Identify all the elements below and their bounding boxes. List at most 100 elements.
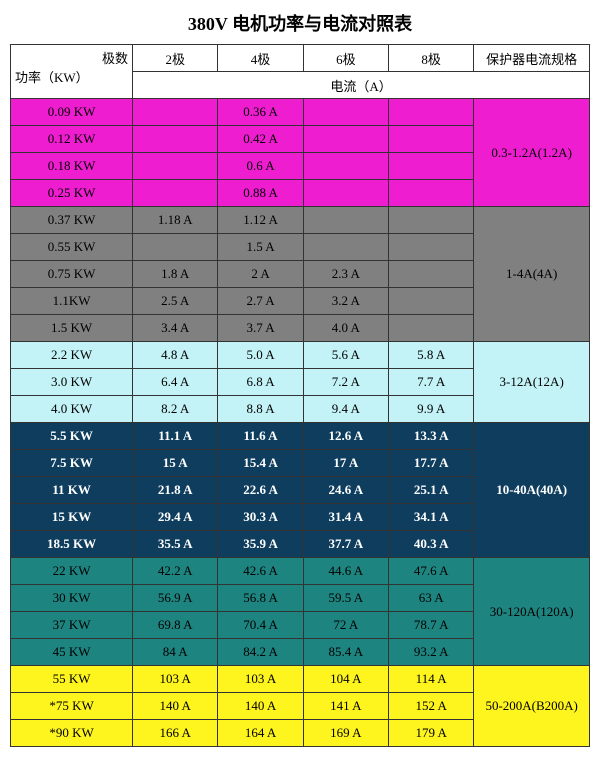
table-cell: *90 KW xyxy=(11,720,133,747)
table-cell: 84 A xyxy=(133,639,218,666)
table-cell: 34.1 A xyxy=(389,504,474,531)
table-cell: 17.7 A xyxy=(389,450,474,477)
spec-cell: 3-12A(12A) xyxy=(474,342,590,423)
spec-cell: 0.3-1.2A(1.2A) xyxy=(474,99,590,207)
table-row: 22 KW42.2 A42.6 A44.6 A47.6 A30-120A(120… xyxy=(11,558,590,585)
table-cell: 1.8 A xyxy=(133,261,218,288)
table-cell: 4.0 KW xyxy=(11,396,133,423)
motor-current-table: 极数 功率（KW） 2极 4极 6极 8极 保护器电流规格 电流（A） 0.09… xyxy=(10,44,590,747)
table-cell: 8.8 A xyxy=(218,396,303,423)
table-cell: 3.2 A xyxy=(303,288,388,315)
table-cell xyxy=(303,234,388,261)
table-cell: 1.12 A xyxy=(218,207,303,234)
table-cell: 70.4 A xyxy=(218,612,303,639)
table-cell: 140 A xyxy=(218,693,303,720)
table-cell xyxy=(389,315,474,342)
table-cell: 2.5 A xyxy=(133,288,218,315)
header-4pole: 4极 xyxy=(218,45,303,72)
table-cell: 24.6 A xyxy=(303,477,388,504)
table-cell: 5.5 KW xyxy=(11,423,133,450)
table-cell: 0.18 KW xyxy=(11,153,133,180)
table-cell: 1.5 A xyxy=(218,234,303,261)
table-cell: 40.3 A xyxy=(389,531,474,558)
table-cell: 45 KW xyxy=(11,639,133,666)
table-cell xyxy=(133,99,218,126)
table-cell: 31.4 A xyxy=(303,504,388,531)
table-cell: 93.2 A xyxy=(389,639,474,666)
table-cell: 59.5 A xyxy=(303,585,388,612)
table-cell xyxy=(303,153,388,180)
table-cell: 9.4 A xyxy=(303,396,388,423)
table-cell: 2.7 A xyxy=(218,288,303,315)
table-cell: 63 A xyxy=(389,585,474,612)
table-cell: 179 A xyxy=(389,720,474,747)
table-cell: 15.4 A xyxy=(218,450,303,477)
table-cell: 0.42 A xyxy=(218,126,303,153)
table-cell xyxy=(389,180,474,207)
table-cell: 42.2 A xyxy=(133,558,218,585)
header-current: 电流（A） xyxy=(133,72,590,99)
table-cell: 0.6 A xyxy=(218,153,303,180)
table-cell: 7.7 A xyxy=(389,369,474,396)
header-6pole: 6极 xyxy=(303,45,388,72)
table-cell: 2.3 A xyxy=(303,261,388,288)
table-cell: 30.3 A xyxy=(218,504,303,531)
table-cell: 6.4 A xyxy=(133,369,218,396)
table-cell: 4.8 A xyxy=(133,342,218,369)
spec-cell: 50-200A(B200A) xyxy=(474,666,590,747)
table-cell xyxy=(133,126,218,153)
table-cell: 84.2 A xyxy=(218,639,303,666)
table-cell xyxy=(389,234,474,261)
table-cell: 11.6 A xyxy=(218,423,303,450)
table-cell: 15 A xyxy=(133,450,218,477)
table-cell: 5.6 A xyxy=(303,342,388,369)
table-cell xyxy=(133,234,218,261)
table-cell: 2 A xyxy=(218,261,303,288)
table-cell: 42.6 A xyxy=(218,558,303,585)
header-2pole: 2极 xyxy=(133,45,218,72)
table-cell: 166 A xyxy=(133,720,218,747)
spec-cell: 1-4A(4A) xyxy=(474,207,590,342)
power-label: 功率（KW） xyxy=(15,67,128,86)
pole-label: 极数 xyxy=(15,48,128,67)
table-cell: 164 A xyxy=(218,720,303,747)
table-cell: 1.1KW xyxy=(11,288,133,315)
table-cell: 3.7 A xyxy=(218,315,303,342)
table-cell xyxy=(303,180,388,207)
table-cell: 0.12 KW xyxy=(11,126,133,153)
table-cell: *75 KW xyxy=(11,693,133,720)
table-row: 2.2 KW4.8 A5.0 A5.6 A5.8 A3-12A(12A) xyxy=(11,342,590,369)
table-cell: 25.1 A xyxy=(389,477,474,504)
table-cell xyxy=(303,207,388,234)
table-cell: 0.36 A xyxy=(218,99,303,126)
table-cell: 0.88 A xyxy=(218,180,303,207)
table-cell xyxy=(303,99,388,126)
header-row-1: 极数 功率（KW） 2极 4极 6极 8极 保护器电流规格 xyxy=(11,45,590,72)
table-cell: 104 A xyxy=(303,666,388,693)
table-cell: 5.0 A xyxy=(218,342,303,369)
spec-cell: 10-40A(40A) xyxy=(474,423,590,558)
table-cell: 29.4 A xyxy=(133,504,218,531)
table-cell: 35.5 A xyxy=(133,531,218,558)
table-cell xyxy=(133,153,218,180)
table-cell: 3.4 A xyxy=(133,315,218,342)
table-cell: 18.5 KW xyxy=(11,531,133,558)
table-cell xyxy=(389,153,474,180)
table-cell: 55 KW xyxy=(11,666,133,693)
table-row: 0.09 KW0.36 A0.3-1.2A(1.2A) xyxy=(11,99,590,126)
table-cell: 17 A xyxy=(303,450,388,477)
table-cell: 8.2 A xyxy=(133,396,218,423)
table-cell: 72 A xyxy=(303,612,388,639)
table-cell: 37 KW xyxy=(11,612,133,639)
spec-cell: 30-120A(120A) xyxy=(474,558,590,666)
table-cell: 5.8 A xyxy=(389,342,474,369)
header-spec: 保护器电流规格 xyxy=(474,45,590,72)
table-cell: 78.7 A xyxy=(389,612,474,639)
table-cell: 13.3 A xyxy=(389,423,474,450)
table-row: 0.37 KW1.18 A1.12 A1-4A(4A) xyxy=(11,207,590,234)
table-cell: 141 A xyxy=(303,693,388,720)
table-cell: 1.18 A xyxy=(133,207,218,234)
table-cell: 37.7 A xyxy=(303,531,388,558)
table-cell: 103 A xyxy=(218,666,303,693)
table-cell: 7.5 KW xyxy=(11,450,133,477)
